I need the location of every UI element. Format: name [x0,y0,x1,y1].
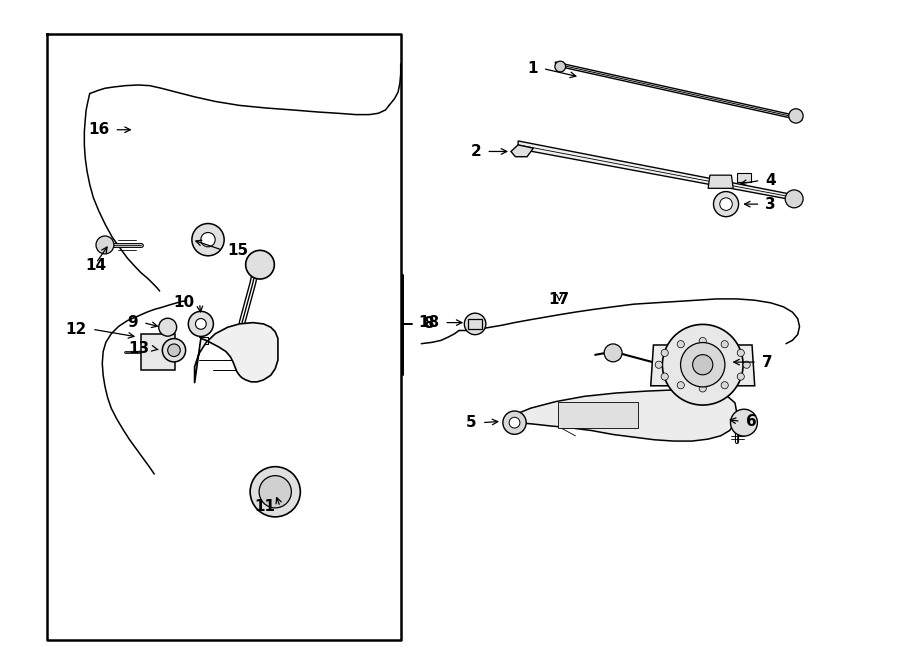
Circle shape [96,236,114,254]
Circle shape [699,338,707,344]
Circle shape [788,109,803,123]
Circle shape [464,313,486,334]
Circle shape [162,338,185,362]
Polygon shape [555,62,802,120]
Circle shape [677,340,684,348]
Text: 2: 2 [471,144,482,159]
Text: 14: 14 [86,258,106,273]
Bar [140,334,175,370]
Text: 6: 6 [746,414,757,429]
Circle shape [714,192,739,217]
Bar [557,402,638,428]
Polygon shape [708,175,734,188]
Text: 12: 12 [66,322,87,336]
Circle shape [509,417,520,428]
Circle shape [743,361,751,368]
Text: 18: 18 [418,315,439,330]
Text: 4: 4 [766,173,776,188]
Text: 1: 1 [527,61,538,76]
Circle shape [737,349,744,356]
Circle shape [555,61,565,72]
Circle shape [167,344,180,356]
Circle shape [188,311,213,336]
Circle shape [693,355,713,375]
Circle shape [503,411,526,434]
Text: 5: 5 [466,415,477,430]
Text: 15: 15 [228,243,249,258]
Circle shape [677,381,684,389]
Circle shape [158,318,176,336]
Circle shape [246,251,274,279]
Text: 11: 11 [254,500,275,514]
Circle shape [662,373,669,380]
Text: 10: 10 [174,295,194,311]
Circle shape [655,361,662,368]
Bar [468,319,482,329]
Circle shape [662,325,743,405]
Text: 9: 9 [128,315,138,330]
Circle shape [721,340,728,348]
Text: 16: 16 [88,122,110,137]
Circle shape [259,476,292,508]
Circle shape [680,342,724,387]
Circle shape [785,190,803,208]
Circle shape [195,319,206,329]
Bar [737,173,751,182]
Text: 13: 13 [129,342,149,356]
Text: 7: 7 [762,354,772,369]
Polygon shape [651,345,755,386]
Circle shape [737,373,744,380]
Circle shape [721,381,728,389]
Text: 3: 3 [766,196,776,212]
Circle shape [699,385,707,392]
Circle shape [250,467,301,517]
Circle shape [731,409,758,436]
Circle shape [604,344,622,362]
Polygon shape [518,141,801,202]
Polygon shape [511,390,737,441]
Text: 17: 17 [549,292,570,307]
Circle shape [662,349,669,356]
Text: 8: 8 [423,317,434,331]
Polygon shape [511,145,534,157]
Circle shape [192,223,224,256]
Circle shape [720,198,733,210]
Circle shape [201,233,215,247]
Polygon shape [194,323,278,383]
